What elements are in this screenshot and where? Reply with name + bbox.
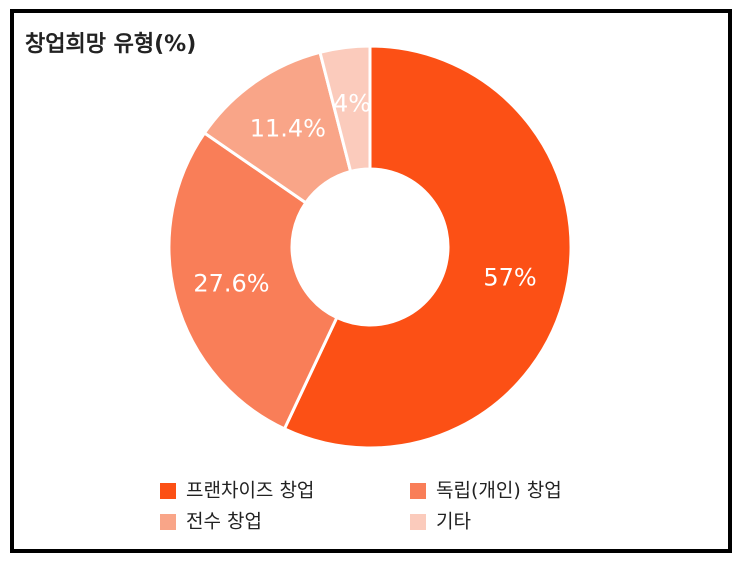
data-label: 4%: [333, 90, 371, 118]
legend-label: 독립(개인) 창업: [436, 480, 562, 502]
legend-swatch: [160, 514, 176, 530]
legend-swatch: [160, 483, 176, 499]
legend-label: 기타: [436, 511, 471, 533]
legend-swatch: [410, 514, 426, 530]
data-label: 57%: [483, 263, 536, 291]
donut-slice: [202, 50, 353, 205]
donut: 57% 27.6% 11.4%4%: [167, 44, 573, 450]
chart-title: 창업희망 유형(%): [25, 32, 196, 57]
donut-slice: [167, 130, 339, 431]
legend-swatch: [410, 483, 426, 499]
legend-label: 전수 창업: [186, 511, 262, 533]
legend-label: 프랜차이즈 창업: [186, 480, 314, 502]
data-label: 27.6%: [193, 269, 269, 297]
donut-slice: [282, 44, 573, 450]
data-label: 11.4%: [250, 114, 326, 142]
donut-slice: [318, 44, 372, 174]
